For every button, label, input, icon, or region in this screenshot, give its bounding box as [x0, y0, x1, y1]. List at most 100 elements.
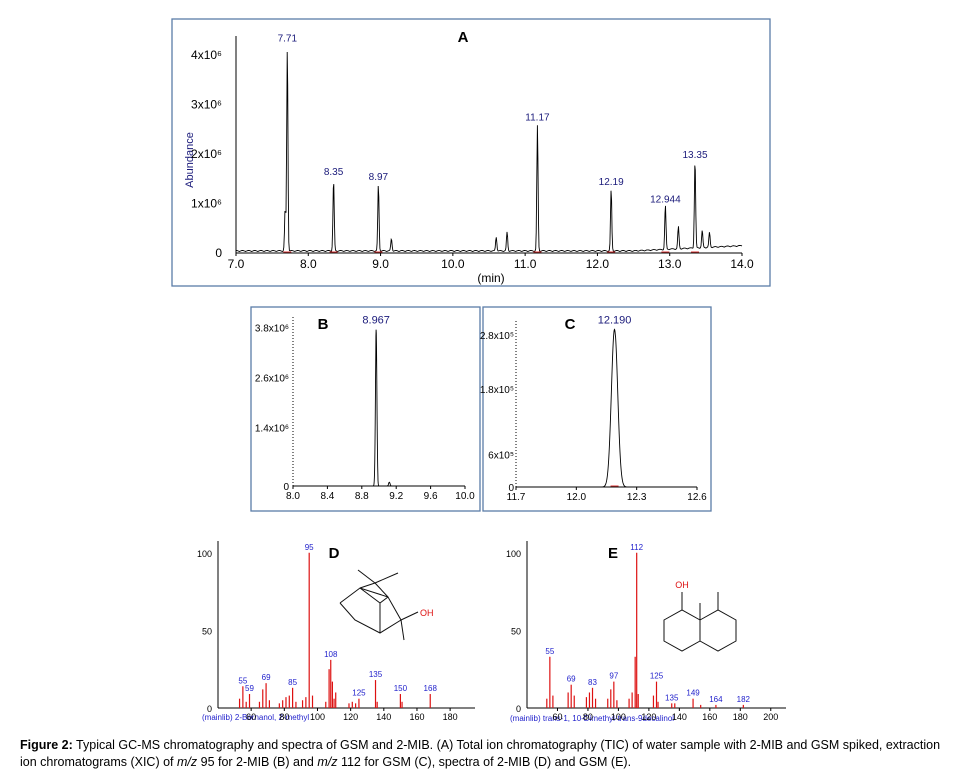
panel-e-peak-label: 182: [737, 695, 751, 704]
panel-d-y-tick-label: 0: [207, 704, 212, 714]
panel-a-y-tick-label: 4x10⁶: [191, 48, 222, 62]
panel-d-x-tick-label: 180: [443, 712, 458, 722]
panel-d-peak-label: 85: [288, 678, 297, 687]
panel-e-x-tick-label: 80: [583, 712, 593, 722]
panel-c-trace: [516, 328, 697, 488]
panel-c-xic-gsm: C 11.7 12.0 12.3 12.6 0 6x10⁵ 1.8x10⁵ 2.8x10⁵ 12…: [480, 306, 712, 512]
panel-b-y-tick-label: 2.6x10⁶: [255, 373, 289, 384]
panel-a-label: A: [458, 29, 469, 46]
panel-d-peak-label: 135: [369, 670, 383, 679]
panel-e-x-tick-label: 120: [641, 712, 656, 722]
molecule-gsm-oh: OH: [675, 580, 689, 590]
panel-a-x-tick-label: 9.0: [372, 257, 389, 271]
panel-d-y-tick-label: 50: [202, 626, 212, 636]
panel-b-label: B: [318, 316, 329, 333]
panel-c-peak-label: 12.190: [598, 314, 632, 326]
panel-d-spectrum-2mib: D (mainlib) 2-Bornanol, 2-methyl OH 60 80…: [197, 541, 475, 722]
panel-a-ylabel: Abundance: [184, 132, 196, 188]
panel-c-x-tick-label: 12.0: [567, 492, 587, 503]
caption-text-1: Typical GC-MS chromatography and spectra…: [20, 738, 941, 769]
panel-c-x-tick-label: 12.3: [627, 492, 647, 503]
panel-a-tic-chromatogram: A Abundance (min) 7.0 8.0 9.0 10.0 11.0 12.0 1…: [171, 18, 771, 287]
caption-mz-1: m/z: [177, 755, 198, 769]
panel-a-x-tick-label: 7.0: [228, 257, 245, 271]
panel-e-y-tick-label: 100: [506, 549, 521, 559]
panel-e-label: E: [608, 545, 618, 562]
panel-e-peak-label: 135: [665, 693, 679, 702]
panel-a-peak-label: 13.35: [682, 150, 707, 161]
panel-e-y-tick-label: 0: [516, 704, 521, 714]
molecule-gsm-structure: [663, 592, 737, 652]
panel-a-xlabel: (min): [477, 271, 504, 285]
panel-e-x-tick-label: 140: [672, 712, 687, 722]
panel-e-peak-label: 125: [650, 672, 664, 681]
panel-e-peak-label: 149: [686, 689, 700, 698]
molecule-2mib-structure: [339, 569, 419, 641]
panel-d-peak-label: 55: [238, 676, 247, 685]
panel-a-y-tick-label: 1x10⁶: [191, 196, 222, 210]
figure-caption: Figure 2: Typical GC-MS chromatography a…: [20, 737, 945, 771]
panel-d-peak-label: 108: [324, 650, 338, 659]
panel-e-x-tick-label: 160: [702, 712, 717, 722]
panel-e-peak-label: 83: [588, 678, 597, 687]
panel-c-y-tick-label: 0: [508, 483, 514, 494]
panel-a-x-tick-label: 11.0: [514, 257, 537, 271]
molecule-2mib-oh: OH: [420, 608, 434, 618]
panel-a-peak-label: 8.35: [324, 167, 344, 178]
panel-b-x-tick-label: 10.0: [455, 491, 475, 502]
caption-mz-2: m/z: [317, 755, 338, 769]
panel-c-y-tick-label: 1.8x10⁵: [480, 385, 514, 396]
panel-a-y-tick-label: 3x10⁶: [191, 97, 222, 111]
panel-d-x-tick-label: 160: [409, 712, 424, 722]
panel-e-x-tick-label: 60: [552, 712, 562, 722]
panel-e-x-tick-label: 200: [763, 712, 778, 722]
panel-b-x-tick-label: 9.6: [424, 491, 438, 502]
panel-b-peak-label: 8.967: [362, 314, 390, 326]
panel-e-peak-label: 55: [545, 647, 554, 656]
panel-a-peak-label: 12.19: [599, 177, 624, 188]
panel-c-y-tick-label: 2.8x10⁵: [480, 331, 514, 342]
panel-e-spectrum-gsm: E (mainlib) trans-1, 10-Dimethyl-trans-9…: [506, 541, 786, 723]
panel-b-y-tick-label: 1.4x10⁶: [255, 424, 289, 435]
panel-d-x-tick-label: 100: [310, 712, 325, 722]
panel-e-peak-label: 69: [567, 675, 576, 684]
panel-a-peak-label: 12.944: [650, 194, 681, 205]
panel-c-label: C: [565, 316, 576, 333]
panel-d-peak-label: 95: [305, 543, 314, 552]
panel-d-x-tick-label: 140: [376, 712, 391, 722]
panel-d-x-tick-label: 60: [246, 712, 256, 722]
panel-a-x-tick-label: 12.0: [586, 257, 610, 271]
panel-a-y-tick-label: 0: [215, 246, 222, 260]
panel-d-peak-label: 59: [245, 684, 254, 693]
panel-d-x-tick-label: 120: [343, 712, 358, 722]
panel-a-peak-label: 8.97: [369, 172, 389, 183]
panel-c-frame: [482, 306, 712, 512]
panel-b-frame: [250, 306, 481, 512]
panel-d-peak-label: 125: [352, 689, 366, 698]
panel-d-x-tick-label: 80: [279, 712, 289, 722]
panel-e-library-label: (mainlib) trans-1, 10-Dimethyl-trans-9de…: [510, 714, 674, 723]
panel-b-x-tick-label: 9.2: [389, 491, 403, 502]
panel-c-x-tick-label: 11.7: [507, 492, 526, 503]
panel-b-y-tick-label: 0: [283, 482, 289, 493]
panel-a-frame: [171, 18, 771, 287]
panel-d-peak-label: 69: [262, 673, 271, 682]
figure-canvas: A Abundance (min) 7.0 8.0 9.0 10.0 11.0 12.0 1…: [171, 18, 786, 723]
panel-b-xic-2mib: B 8.0 8.4 8.8 9.2 9.6 10.0 0 1.4x10⁶ 2.6x10⁶ 3.8x…: [250, 306, 481, 512]
panel-a-x-tick-label: 14.0: [730, 257, 754, 271]
panel-d-peak-label: 150: [394, 684, 408, 693]
panel-e-peak-label: 112: [630, 543, 643, 552]
panel-a-x-tick-label: 8.0: [300, 257, 317, 271]
panel-a-x-tick-label: 13.0: [658, 257, 682, 271]
panel-e-y-tick-label: 50: [511, 626, 521, 636]
caption-text-2: 95 for 2-MIB (B) and: [197, 755, 318, 769]
panel-e-peak-label: 164: [709, 695, 723, 704]
panel-d-library-label: (mainlib) 2-Bornanol, 2-methyl: [202, 713, 309, 722]
panel-a-y-tick-label: 2x10⁶: [191, 147, 222, 161]
caption-text-3: 112 for GSM (C), spectra of 2-MIB (D) an…: [337, 755, 632, 769]
panel-c-y-tick-label: 6x10⁵: [488, 450, 514, 461]
panel-b-x-tick-label: 8.4: [320, 491, 334, 502]
panel-e-x-tick-label: 100: [611, 712, 626, 722]
panel-a-peak-label: 11.17: [525, 113, 550, 124]
panel-d-peak-label: 168: [424, 684, 438, 693]
